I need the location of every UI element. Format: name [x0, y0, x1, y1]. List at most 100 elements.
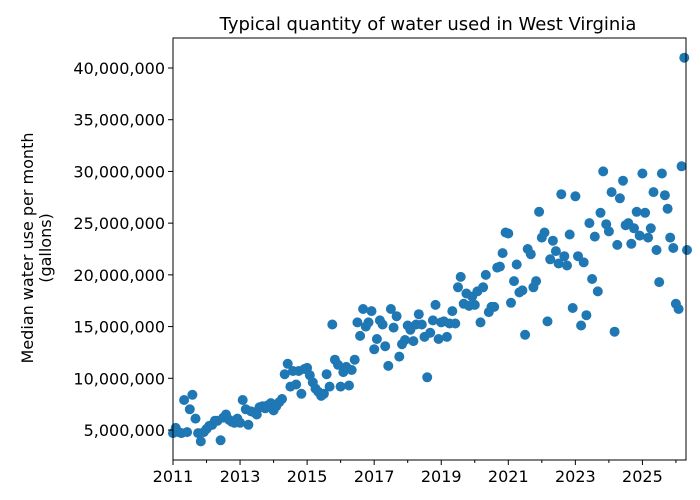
- data-point-171: [645, 223, 656, 234]
- data-point-95: [433, 334, 444, 344]
- data-point-159: [612, 239, 623, 250]
- data-point-75: [377, 319, 388, 330]
- data-point-59: [333, 359, 343, 370]
- data-point-5: [182, 427, 193, 438]
- y-axis-label-line-1: Median water use per month: [18, 133, 37, 364]
- data-point-154: [598, 166, 609, 177]
- data-point-120: [503, 228, 514, 239]
- x-tick-label-5: 2021: [488, 467, 529, 486]
- data-point-139: [556, 189, 567, 200]
- data-point-117: [494, 261, 505, 272]
- x-tick-label-0: 2011: [153, 467, 194, 486]
- data-point-128: [525, 249, 536, 260]
- y-tick-label-6: 35,000,000: [73, 111, 165, 130]
- data-point-77: [383, 360, 394, 371]
- data-point-173: [651, 245, 662, 255]
- y-tick-label-4: 25,000,000: [73, 214, 165, 233]
- data-point-112: [480, 269, 491, 280]
- data-point-168: [637, 168, 648, 179]
- data-point-164: [626, 238, 637, 249]
- data-point-17: [215, 435, 226, 446]
- data-point-137: [550, 246, 561, 257]
- data-point-73: [371, 334, 382, 344]
- data-point-98: [441, 331, 452, 342]
- data-point-76: [380, 341, 391, 352]
- data-point-57: [327, 319, 338, 330]
- data-point-91: [422, 372, 433, 383]
- y-tick-label-5: 30,000,000: [73, 162, 165, 181]
- data-point-123: [511, 259, 522, 270]
- data-point-160: [614, 193, 625, 204]
- y-tick-label-3: 20,000,000: [73, 266, 165, 285]
- chart-title: Typical quantity of water used in West V…: [219, 14, 637, 35]
- x-tick-label-2: 2015: [287, 467, 328, 486]
- data-point-10: [195, 436, 206, 447]
- data-point-71: [366, 306, 377, 317]
- data-point-4: [179, 395, 190, 405]
- data-point-68: [358, 304, 369, 314]
- data-point-144: [570, 191, 581, 202]
- x-tick-label-4: 2019: [421, 467, 462, 486]
- data-point-166: [631, 206, 642, 217]
- y-tick-label-0: 5,000,000: [84, 421, 165, 440]
- data-point-126: [520, 329, 531, 340]
- data-point-100: [447, 306, 458, 317]
- data-point-55: [321, 369, 332, 380]
- data-point-6: [184, 404, 195, 415]
- data-point-118: [497, 248, 508, 259]
- data-point-86: [408, 336, 419, 347]
- data-point-130: [531, 276, 542, 287]
- data-point-63: [344, 380, 354, 391]
- y-tick-label-2: 15,000,000: [73, 318, 165, 337]
- data-point-60: [335, 381, 346, 392]
- x-axis-ticks: 2011 2013 2015 2017 2019 2021 2023 2025: [153, 460, 663, 486]
- data-point-101: [450, 318, 461, 329]
- data-point-147: [578, 257, 589, 268]
- data-point-81: [394, 351, 405, 362]
- data-point-143: [567, 303, 578, 313]
- data-point-156: [603, 226, 614, 237]
- data-point-27: [243, 419, 254, 430]
- data-point-64: [346, 365, 357, 375]
- data-point-39: [277, 394, 287, 404]
- x-tick-label-6: 2023: [555, 467, 596, 486]
- data-point-148: [581, 310, 592, 321]
- data-point-134: [542, 316, 553, 327]
- data-point-67: [355, 330, 366, 341]
- data-point-92: [425, 327, 436, 338]
- plot-frame: [172, 37, 687, 461]
- data-point-24: [235, 417, 246, 428]
- data-point-88: [413, 309, 424, 320]
- data-point-70: [363, 317, 374, 328]
- data-point-178: [665, 232, 676, 243]
- data-point-78: [385, 304, 396, 314]
- y-axis-label: Median water use per month (gallons): [18, 133, 55, 364]
- data-point-7: [187, 389, 198, 400]
- data-point-111: [478, 282, 489, 293]
- data-point-102: [453, 282, 463, 293]
- data-point-66: [352, 317, 363, 328]
- data-point-142: [564, 229, 575, 240]
- data-point-108: [469, 299, 480, 310]
- data-point-138: [553, 258, 564, 269]
- data-points: [168, 52, 692, 447]
- data-point-83: [400, 335, 410, 345]
- data-point-122: [509, 276, 519, 287]
- data-point-177: [662, 203, 673, 214]
- y-tick-label-1: 10,000,000: [73, 369, 165, 388]
- data-point-170: [643, 232, 654, 243]
- y-axis-label-line-2: (gallons): [36, 213, 55, 283]
- data-point-136: [547, 235, 558, 246]
- data-point-158: [609, 326, 620, 337]
- data-point-165: [629, 223, 639, 234]
- data-point-169: [640, 207, 651, 218]
- data-point-44: [291, 379, 302, 390]
- data-point-80: [391, 311, 402, 322]
- data-point-8: [190, 413, 201, 424]
- y-tick-label-7: 40,000,000: [73, 59, 165, 78]
- data-point-56: [324, 381, 335, 392]
- data-point-181: [673, 304, 684, 314]
- x-tick-label-3: 2017: [354, 467, 395, 486]
- data-point-140: [559, 251, 570, 262]
